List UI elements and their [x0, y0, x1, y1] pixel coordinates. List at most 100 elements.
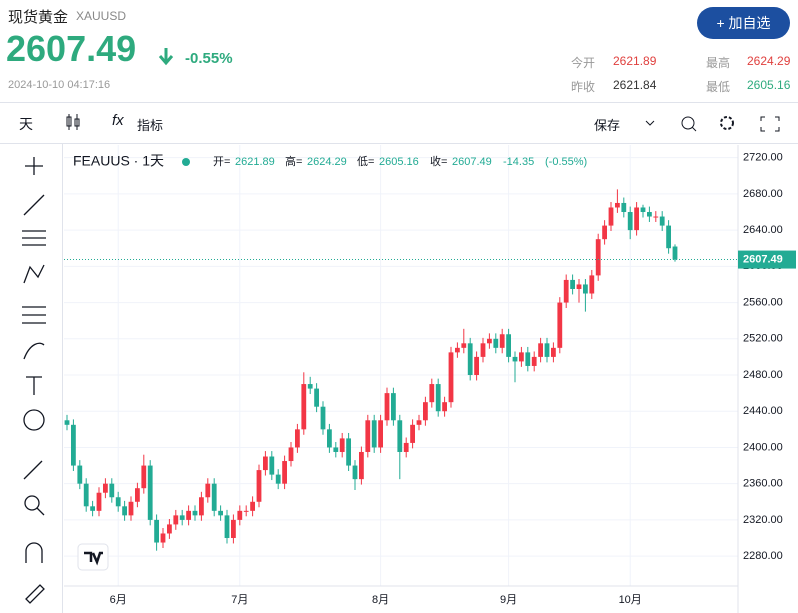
prev-close-label: 昨收: [571, 80, 596, 94]
candle-body: [455, 347, 460, 353]
candle-body: [583, 284, 588, 294]
candle-body: [563, 279, 569, 303]
candle-body: [103, 483, 108, 493]
y-tick-label: 2440.00: [743, 405, 783, 417]
candle-body: [301, 384, 307, 430]
candle-body: [359, 451, 364, 480]
x-tick-label: 8月: [372, 594, 389, 606]
candle-body: [96, 492, 102, 511]
candle-body: [378, 420, 383, 448]
candle-body: [71, 424, 76, 466]
candle-body: [410, 424, 415, 443]
change-percent: -0.55%: [185, 50, 233, 67]
high-value: 2624.29: [747, 54, 791, 68]
candle-body: [307, 384, 313, 389]
legend-close: 2607.49: [452, 156, 492, 168]
candle-body: [429, 384, 435, 403]
candle-body: [576, 284, 582, 289]
candle-body: [640, 207, 646, 213]
candle-body: [192, 510, 198, 516]
prev-close-value: 2621.84: [613, 78, 657, 92]
candle-body: [141, 465, 147, 489]
save-button[interactable]: 保存: [594, 118, 621, 133]
legend-title: FEAUUS · 1天: [73, 153, 164, 169]
low-label: 最低: [706, 80, 731, 94]
interval-button[interactable]: 天: [19, 116, 33, 132]
y-tick-label: 2680.00: [743, 188, 783, 200]
candle-body: [423, 402, 428, 421]
indicators-button[interactable]: 指标: [137, 118, 164, 133]
candle-body: [333, 447, 339, 452]
candle-body: [282, 461, 287, 484]
candle-body: [544, 343, 550, 357]
candle-body: [250, 501, 255, 511]
logo-mark: [84, 551, 103, 566]
legend-change-pct: (-0.55%): [545, 156, 587, 168]
candle-body: [173, 515, 179, 525]
candle-body: [218, 510, 223, 516]
toolbar: [0, 102, 798, 144]
candle-body: [237, 510, 243, 520]
candle-body: [147, 465, 153, 520]
candle-body: [531, 356, 537, 366]
candle-body: [269, 456, 275, 475]
candle-body: [474, 356, 479, 376]
candle-body: [320, 406, 326, 430]
candle-body: [128, 501, 134, 516]
candle-body: [634, 207, 639, 231]
candle-body: [365, 420, 371, 452]
low-value: 2605.16: [747, 78, 791, 92]
candle-body: [224, 515, 230, 539]
indicator-icon[interactable]: fx: [112, 112, 124, 129]
toolbar-divider: [62, 143, 63, 613]
candle-body: [371, 420, 377, 448]
y-tick-label: 2720.00: [743, 152, 783, 164]
legend-change: -14.35: [503, 156, 534, 168]
candle-body: [461, 343, 467, 348]
candle-body: [243, 510, 249, 512]
y-tick-label: 2280.00: [743, 550, 783, 562]
candle-body: [621, 202, 627, 213]
candle-body: [570, 279, 575, 289]
candle-body: [205, 483, 211, 498]
legend-low-label: 低=: [357, 155, 374, 168]
x-tick-label: 6月: [110, 594, 127, 606]
candle-body: [506, 334, 511, 357]
candle-body: [352, 465, 358, 480]
status-dot: [182, 158, 190, 166]
candle-body: [487, 338, 492, 344]
candle-body: [231, 519, 236, 539]
candle-body: [672, 246, 678, 260]
candle-body: [589, 275, 595, 294]
add-watchlist-button[interactable]: + 加自选: [697, 7, 790, 39]
legend-high: 2624.29: [307, 156, 347, 168]
last-price: 2607.49: [6, 28, 137, 69]
candle-body: [435, 384, 441, 412]
candle-body: [211, 483, 217, 511]
legend-close-label: 收=: [430, 154, 447, 168]
logo-badge: [77, 543, 109, 571]
candle-body: [83, 483, 89, 507]
candle-body: [448, 352, 454, 403]
candle-body: [442, 402, 447, 412]
y-tick-label: 2520.00: [743, 333, 783, 345]
candle-body: [384, 393, 390, 421]
candle-body: [179, 515, 185, 520]
chart-type-button[interactable]: [64, 112, 82, 132]
down-arrow: [158, 48, 174, 66]
high-label: 最高: [706, 56, 731, 70]
candle-body: [256, 470, 262, 502]
timestamp: 2024-10-10 04:17:16: [8, 79, 111, 91]
candle-body: [627, 212, 633, 231]
candle-body: [90, 506, 95, 511]
candle-body: [493, 338, 499, 348]
candle-body: [122, 506, 127, 516]
candle-body: [416, 420, 422, 425]
candle-body: [314, 388, 319, 407]
last-price-label: 2607.49: [743, 253, 783, 265]
toolbar-icons: [645, 116, 780, 132]
candle-body: [666, 225, 671, 249]
candle-body: [647, 212, 652, 217]
